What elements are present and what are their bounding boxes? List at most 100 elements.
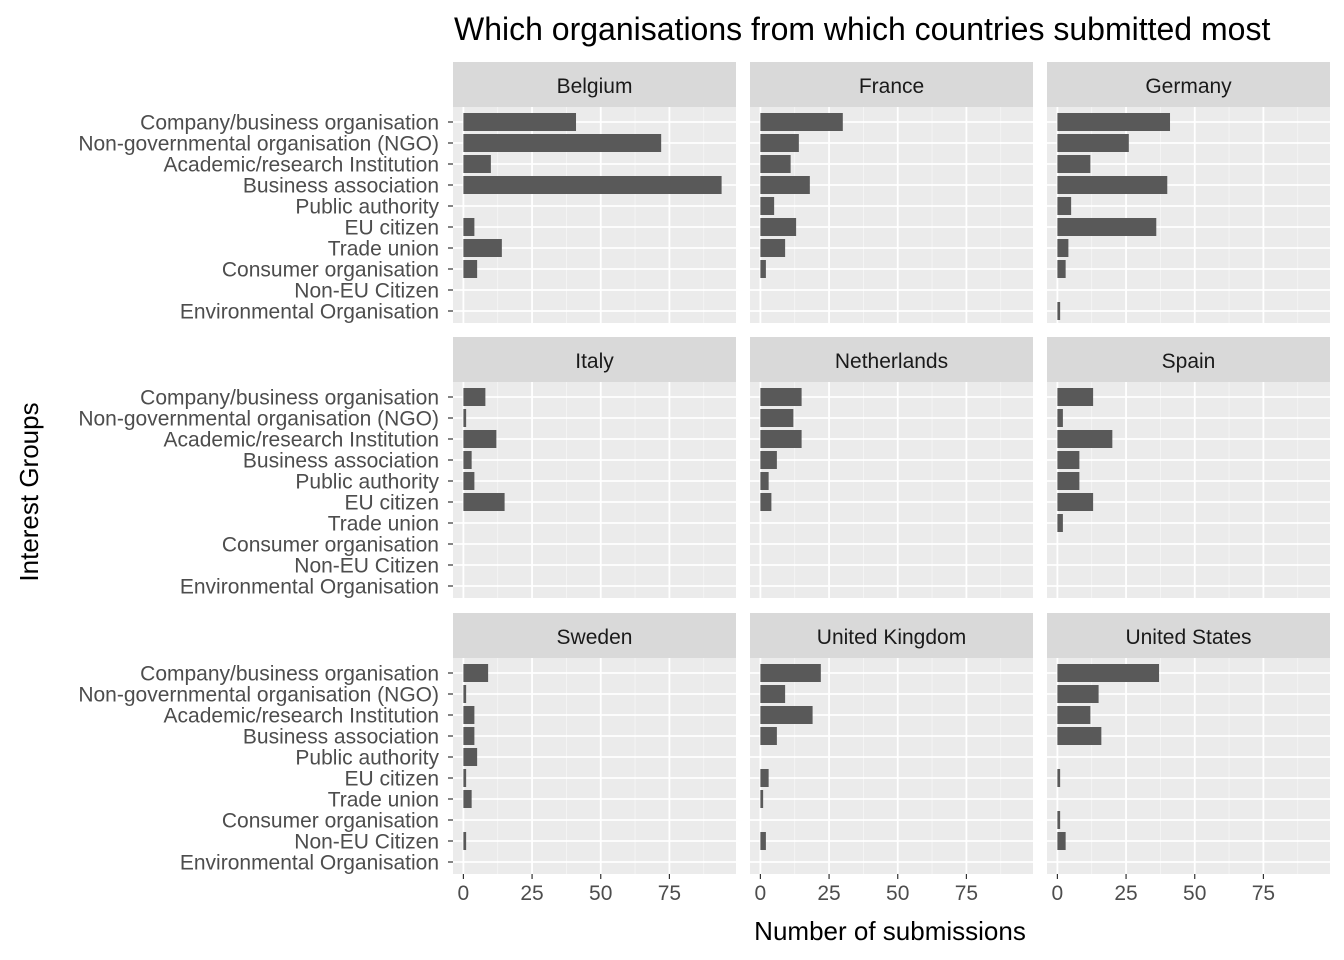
y-tick-label: Academic/research Institution — [164, 705, 439, 728]
bar-belgium-eu-citizen — [463, 218, 475, 236]
y-tick-label: Business association — [243, 450, 439, 473]
bar-france-eu-citizen — [760, 218, 797, 236]
y-tick-label: Environmental Organisation — [180, 301, 439, 324]
facet-strip — [1047, 337, 1330, 382]
bar-belgium-trade-union — [463, 239, 502, 257]
bar-italy-public-authority — [463, 472, 475, 490]
bar-united-states-business-association — [1057, 727, 1102, 745]
bar-netherlands-non-governmental-organisation-ngo — [760, 409, 794, 427]
x-tick-label: 50 — [1183, 882, 1206, 905]
bar-netherlands-public-authority — [760, 472, 769, 490]
x-axis-title: Number of submissions — [754, 916, 1026, 946]
bar-france-trade-union — [760, 239, 786, 257]
bar-italy-company-business-organisation — [463, 388, 486, 406]
bar-united-states-academic-research-institution — [1057, 706, 1091, 724]
x-tick-label: 75 — [955, 882, 978, 905]
bar-united-states-company-business-organisation — [1057, 664, 1160, 682]
bar-sweden-non-eu-citizen — [463, 832, 467, 850]
bar-italy-eu-citizen — [463, 493, 505, 511]
bar-united-kingdom-non-eu-citizen — [760, 832, 766, 850]
y-tick-label: Company/business organisation — [140, 112, 439, 135]
x-tick-label: 75 — [658, 882, 681, 905]
bar-spain-business-association — [1057, 451, 1080, 469]
bar-france-public-authority — [760, 197, 775, 215]
y-tick-label: Non-governmental organisation (NGO) — [78, 684, 439, 707]
bar-united-states-consumer-organisation — [1057, 811, 1061, 829]
bar-sweden-public-authority — [463, 748, 478, 766]
x-tick-label: 0 — [458, 882, 470, 905]
y-tick-label: Academic/research Institution — [164, 429, 439, 452]
bar-belgium-academic-research-institution — [463, 155, 491, 173]
y-tick-label: EU citizen — [344, 768, 439, 791]
facet-netherlands: Netherlands — [750, 337, 1033, 598]
facet-strip-label: United States — [1125, 626, 1251, 649]
facet-france: France — [750, 62, 1033, 323]
bar-sweden-eu-citizen — [463, 769, 467, 787]
y-tick-label: Non-EU Citizen — [294, 555, 439, 578]
y-tick-label: Non-governmental organisation (NGO) — [78, 408, 439, 431]
chart-title: Which organisations from which countries… — [454, 11, 1270, 47]
facet-strip — [750, 337, 1033, 382]
x-tick-label: 0 — [755, 882, 767, 905]
bar-sweden-business-association — [463, 727, 475, 745]
y-tick-label: Trade union — [328, 513, 439, 536]
facet-strip-label: France — [859, 75, 924, 98]
bar-spain-non-governmental-organisation-ngo — [1057, 409, 1063, 427]
bar-netherlands-academic-research-institution — [760, 430, 802, 448]
y-tick-label: Company/business organisation — [140, 387, 439, 410]
y-tick-label: Company/business organisation — [140, 663, 439, 686]
bar-netherlands-company-business-organisation — [760, 388, 802, 406]
bar-france-non-governmental-organisation-ngo — [760, 134, 799, 152]
facet-strip-label: Italy — [575, 350, 614, 373]
bar-united-kingdom-eu-citizen — [760, 769, 769, 787]
bar-united-kingdom-company-business-organisation — [760, 664, 821, 682]
y-tick-label: Consumer organisation — [222, 259, 439, 282]
y-tick-label: Consumer organisation — [222, 810, 439, 833]
y-tick-label: Environmental Organisation — [180, 852, 439, 875]
bar-sweden-non-governmental-organisation-ngo — [463, 685, 467, 703]
bar-spain-eu-citizen — [1057, 493, 1094, 511]
facet-united-kingdom: United Kingdom 0 25 50 75 — [750, 613, 1033, 905]
facet-italy: Italy Company/business organisationNon-go… — [78, 337, 736, 599]
bar-france-academic-research-institution — [760, 155, 791, 173]
facet-strip — [750, 62, 1033, 107]
y-tick-label: Public authority — [295, 196, 439, 219]
facet-strip-label: Germany — [1145, 75, 1232, 98]
y-tick-label: Public authority — [295, 747, 439, 770]
y-tick-label: EU citizen — [344, 217, 439, 240]
bar-italy-business-association — [463, 451, 472, 469]
x-tick-label: 75 — [1252, 882, 1275, 905]
bar-france-business-association — [760, 176, 810, 194]
facet-strip-label: United Kingdom — [817, 626, 966, 649]
bar-spain-trade-union — [1057, 514, 1063, 532]
y-tick-label: Environmental Organisation — [180, 576, 439, 599]
facet-strip-label: Belgium — [557, 75, 633, 98]
bar-spain-academic-research-institution — [1057, 430, 1113, 448]
bar-netherlands-eu-citizen — [760, 493, 772, 511]
facet-strip — [1047, 62, 1330, 107]
facet-strip-label: Netherlands — [835, 350, 948, 373]
bar-spain-company-business-organisation — [1057, 388, 1094, 406]
y-tick-label: Trade union — [328, 238, 439, 261]
bar-italy-academic-research-institution — [463, 430, 497, 448]
bar-germany-academic-research-institution — [1057, 155, 1091, 173]
y-tick-label: Non-EU Citizen — [294, 280, 439, 303]
y-tick-label: Trade union — [328, 789, 439, 812]
bar-france-company-business-organisation — [760, 113, 843, 131]
bar-sweden-academic-research-institution — [463, 706, 475, 724]
bar-sweden-company-business-organisation — [463, 664, 489, 682]
y-tick-label: Non-governmental organisation (NGO) — [78, 133, 439, 156]
facet-germany: Germany — [1047, 62, 1330, 323]
x-tick-label: 0 — [1052, 882, 1064, 905]
facet-strip — [453, 613, 736, 658]
facet-spain: Spain — [1047, 337, 1330, 598]
bar-germany-consumer-organisation — [1057, 260, 1066, 278]
facet-strip — [1047, 613, 1330, 658]
bar-germany-business-association — [1057, 176, 1168, 194]
bar-belgium-non-governmental-organisation-ngo — [463, 134, 662, 152]
bar-netherlands-business-association — [760, 451, 777, 469]
y-tick-label: Business association — [243, 175, 439, 198]
